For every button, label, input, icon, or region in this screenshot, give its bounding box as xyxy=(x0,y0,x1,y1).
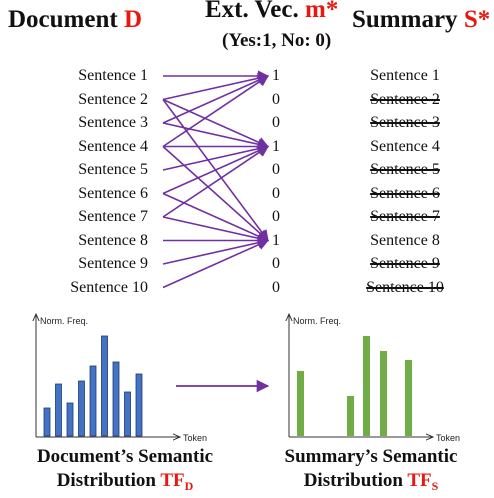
document-sentence-list: Sentence 1 Sentence 2 Sentence 3 Sentenc… xyxy=(38,64,148,299)
doc-caption-subscript: D xyxy=(184,479,194,493)
document-sentence: Sentence 1 xyxy=(78,67,148,84)
doc-caption-tf: TF xyxy=(160,470,185,491)
chart-bar xyxy=(363,336,370,436)
doc-caption-line1: Document’s Semantic xyxy=(36,446,214,467)
extraction-vector-legend: (Yes:1, No: 0) xyxy=(222,30,332,51)
document-sentence: Sentence 3 xyxy=(78,114,148,131)
chart-bar xyxy=(89,365,97,437)
sum-caption-text: Distribution xyxy=(303,470,408,491)
extraction-value: 1 xyxy=(272,231,280,249)
sum-bars xyxy=(297,336,412,436)
extraction-vector-symbol: m* xyxy=(305,0,339,23)
extraction-value: 0 xyxy=(272,208,280,225)
extraction-value: 1 xyxy=(272,137,280,155)
chart-bar xyxy=(43,407,51,437)
doc-caption-text: Distribution xyxy=(56,470,161,491)
doc-bars xyxy=(43,335,143,437)
extraction-value: 0 xyxy=(272,114,280,131)
extraction-value: 0 xyxy=(272,184,280,202)
extraction-value: 0 xyxy=(272,90,280,108)
sum-caption-tf: TF xyxy=(407,470,432,491)
summary-sentence: Sentence 6 xyxy=(370,184,440,202)
extraction-value: 1 xyxy=(272,67,280,84)
chart-bar xyxy=(135,373,143,437)
summary-title: Summary S* xyxy=(352,6,490,34)
sentence-link-arrow xyxy=(162,145,269,218)
extraction-value: 0 xyxy=(272,255,280,272)
sentence-link-arrow xyxy=(162,143,270,171)
chart-bar xyxy=(55,383,62,437)
chart-bar xyxy=(124,391,131,437)
chart-bar xyxy=(112,361,120,437)
summary-sentence: Sentence 9 xyxy=(370,255,440,272)
extraction-vector-values: 1 0 0 1 0 0 0 1 0 0 xyxy=(272,64,296,299)
chart-bar xyxy=(380,351,387,436)
document-sentence: Sentence 9 xyxy=(78,255,148,272)
extraction-value: 0 xyxy=(272,278,280,296)
document-title: Document D xyxy=(8,6,142,34)
chart-bar xyxy=(405,360,412,436)
summary-sentence: Sentence 3 xyxy=(370,114,440,131)
chart-bar xyxy=(297,371,304,436)
document-distribution-caption: Document’s Semantic Distribution TFD xyxy=(10,445,240,498)
sentence-link-arrow xyxy=(162,239,270,289)
summary-sentence: Sentence 7 xyxy=(370,208,440,225)
document-distribution-chart: Norm. Freq. Token xyxy=(36,314,207,443)
doc-caption-line2: Distribution TFD xyxy=(10,469,240,498)
doc-y-axis-label: Norm. Freq. xyxy=(40,316,88,326)
summary-distribution-chart: Norm. Freq. Token xyxy=(289,314,460,443)
document-sentence: Sentence 6 xyxy=(78,184,148,202)
sentence-link-arrow xyxy=(162,72,270,101)
chart-bar xyxy=(66,402,74,437)
document-title-text: Document xyxy=(8,6,124,33)
sentence-link-arrow xyxy=(162,75,269,148)
summary-sentence: Sentence 10 xyxy=(366,278,444,296)
sum-caption-line2: Distribution TFS xyxy=(256,469,486,498)
sentence-link-arrow xyxy=(162,145,269,242)
summary-sentence: Sentence 2 xyxy=(370,90,440,108)
sentence-link-arrow xyxy=(162,216,270,244)
chart-bar xyxy=(347,396,354,436)
summary-title-text: Summary xyxy=(352,6,464,33)
sum-x-axis-label: Token xyxy=(436,433,460,443)
chart-bar xyxy=(101,335,108,437)
document-sentence: Sentence 5 xyxy=(78,161,148,178)
summary-symbol: S* xyxy=(463,6,491,33)
summary-sentence: Sentence 1 xyxy=(370,67,440,84)
summary-distribution-caption: Summary’s Semantic Distribution TFS xyxy=(256,445,486,498)
document-symbol: D xyxy=(123,6,143,33)
sum-caption-symbol: TFS xyxy=(407,470,439,493)
chart-bar xyxy=(78,380,85,437)
doc-x-axis-label: Token xyxy=(183,433,207,443)
summary-sentence: Sentence 5 xyxy=(370,161,440,178)
doc-caption-symbol: TFD xyxy=(160,470,194,493)
sum-caption-subscript: S xyxy=(431,479,439,493)
sentence-link-arrow xyxy=(162,75,270,124)
document-sentence: Sentence 7 xyxy=(78,208,148,225)
sentence-link-arrow xyxy=(162,99,269,242)
sentence-link-arrow xyxy=(162,237,270,265)
document-sentence: Sentence 10 xyxy=(70,278,148,296)
document-sentence: Sentence 8 xyxy=(78,231,148,249)
summary-sentence: Sentence 4 xyxy=(370,137,440,155)
sentence-link-arrow xyxy=(162,98,270,148)
sentence-link-arrows xyxy=(162,70,270,289)
summary-sentence: Sentence 8 xyxy=(370,231,440,249)
sum-y-axis-label: Norm. Freq. xyxy=(293,316,341,326)
document-sentence: Sentence 4 xyxy=(78,137,148,155)
sentence-link-arrow xyxy=(162,192,270,242)
document-sentence: Sentence 2 xyxy=(78,90,148,108)
diagram-graphics: Norm. Freq. Token Norm. Freq. Token xyxy=(0,70,460,443)
extraction-vector-title: Ext. Vec. m* xyxy=(205,0,338,24)
extraction-value: 0 xyxy=(272,161,280,178)
extraction-vector-title-text: Ext. Vec. xyxy=(205,0,305,23)
sentence-link-arrow xyxy=(162,122,270,150)
sum-caption-line1: Summary’s Semantic xyxy=(284,446,458,467)
summary-sentence-list: Sentence 1 Sentence 2 Sentence 3 Sentenc… xyxy=(340,64,470,299)
